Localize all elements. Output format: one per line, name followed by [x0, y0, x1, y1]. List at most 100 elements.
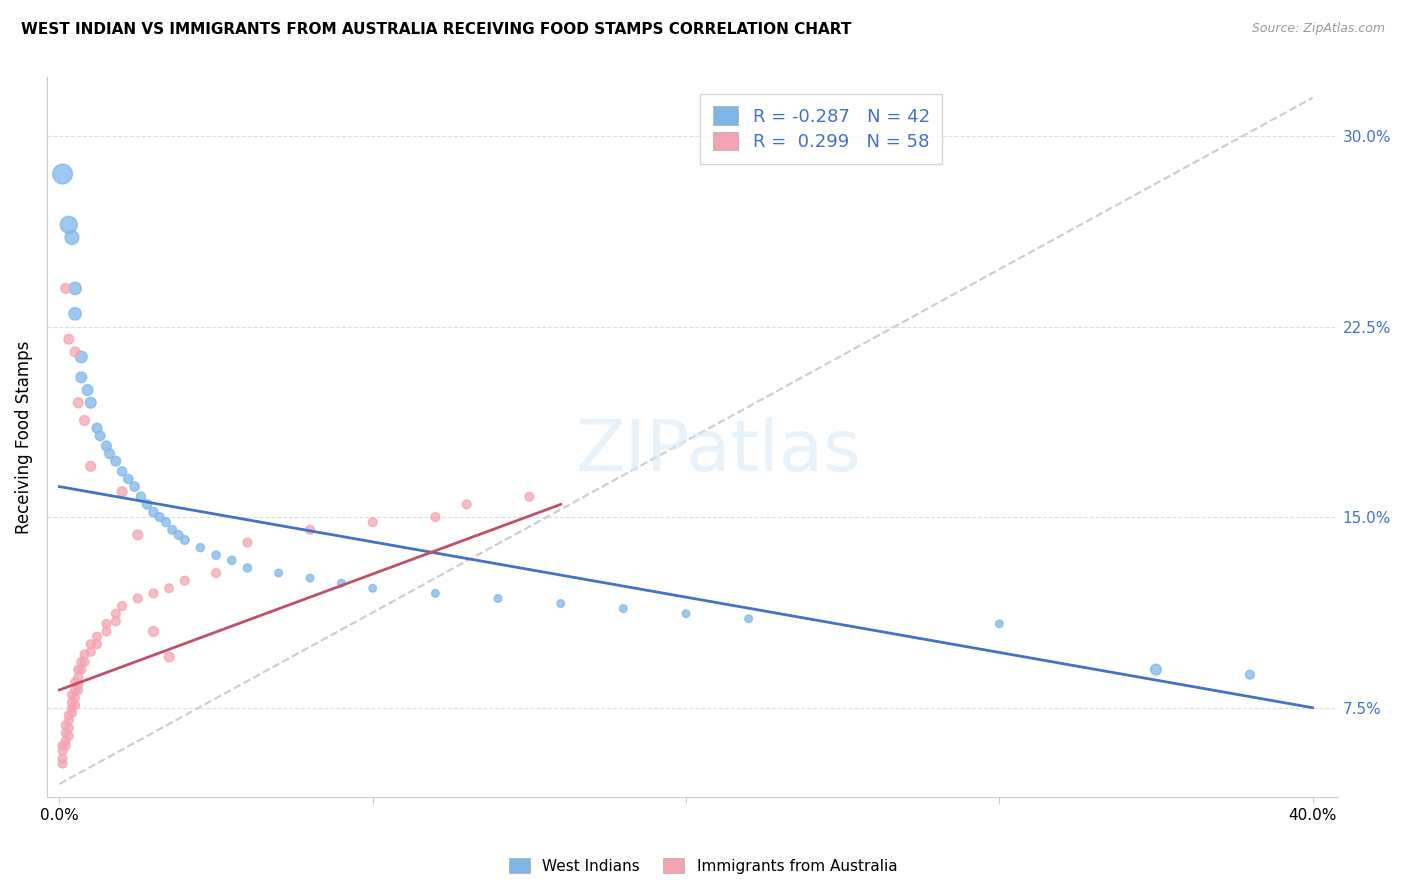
Point — [58, 708, 80, 723]
Point — [60, 706, 83, 720]
Point — [127, 528, 149, 542]
Point — [205, 566, 228, 580]
Point — [104, 607, 127, 621]
Point — [111, 464, 134, 478]
Point — [486, 591, 509, 606]
Point — [63, 690, 86, 705]
Point — [988, 616, 1011, 631]
Point — [98, 446, 121, 460]
Point — [58, 332, 80, 346]
Point — [96, 439, 118, 453]
Point — [221, 553, 243, 567]
Point — [60, 230, 83, 244]
Point — [55, 718, 77, 732]
Point — [80, 459, 103, 474]
Point — [675, 607, 697, 621]
Point — [51, 744, 73, 758]
Legend: R = -0.287   N = 42, R =  0.299   N = 58: R = -0.287 N = 42, R = 0.299 N = 58 — [700, 94, 942, 164]
Point — [67, 663, 90, 677]
Point — [157, 649, 180, 664]
Point — [117, 472, 139, 486]
Point — [330, 576, 353, 591]
Point — [80, 637, 103, 651]
Point — [236, 561, 259, 575]
Point — [70, 350, 93, 364]
Point — [55, 739, 77, 753]
Point — [190, 541, 212, 555]
Point — [60, 688, 83, 702]
Y-axis label: Receiving Food Stamps: Receiving Food Stamps — [15, 341, 32, 533]
Point — [63, 345, 86, 359]
Point — [89, 429, 111, 443]
Point — [361, 582, 384, 596]
Point — [51, 739, 73, 753]
Point — [76, 383, 98, 397]
Point — [142, 624, 165, 639]
Point — [142, 586, 165, 600]
Point — [63, 281, 86, 295]
Point — [73, 648, 96, 662]
Point — [86, 637, 108, 651]
Text: ZIPatlas: ZIPatlas — [575, 417, 860, 486]
Point — [63, 682, 86, 697]
Point — [299, 523, 322, 537]
Point — [96, 616, 118, 631]
Point — [70, 370, 93, 384]
Point — [55, 733, 77, 747]
Point — [67, 678, 90, 692]
Text: WEST INDIAN VS IMMIGRANTS FROM AUSTRALIA RECEIVING FOOD STAMPS CORRELATION CHART: WEST INDIAN VS IMMIGRANTS FROM AUSTRALIA… — [21, 22, 852, 37]
Point — [55, 726, 77, 740]
Point — [205, 548, 228, 562]
Point — [86, 421, 108, 435]
Point — [127, 591, 149, 606]
Point — [299, 571, 322, 585]
Point — [63, 307, 86, 321]
Point — [737, 612, 759, 626]
Point — [1144, 663, 1167, 677]
Point — [456, 497, 478, 511]
Point — [550, 597, 572, 611]
Point — [58, 721, 80, 735]
Point — [142, 505, 165, 519]
Point — [96, 624, 118, 639]
Point — [58, 714, 80, 728]
Point — [58, 729, 80, 743]
Point — [612, 601, 634, 615]
Text: Source: ZipAtlas.com: Source: ZipAtlas.com — [1251, 22, 1385, 36]
Point — [86, 630, 108, 644]
Point — [267, 566, 290, 580]
Point — [73, 413, 96, 427]
Point — [157, 582, 180, 596]
Point — [425, 586, 447, 600]
Point — [517, 490, 540, 504]
Point — [124, 480, 146, 494]
Point — [104, 454, 127, 468]
Point — [111, 599, 134, 613]
Point — [51, 756, 73, 771]
Point — [104, 615, 127, 629]
Point — [1239, 667, 1261, 681]
Point — [70, 655, 93, 669]
Point — [80, 645, 103, 659]
Legend: West Indians, Immigrants from Australia: West Indians, Immigrants from Australia — [502, 852, 904, 880]
Point — [63, 675, 86, 690]
Point — [236, 535, 259, 549]
Point — [129, 490, 152, 504]
Point — [173, 533, 195, 547]
Point — [63, 698, 86, 713]
Point — [51, 751, 73, 765]
Point — [425, 510, 447, 524]
Point — [67, 396, 90, 410]
Point — [167, 528, 190, 542]
Point — [55, 281, 77, 295]
Point — [173, 574, 195, 588]
Point — [155, 515, 177, 529]
Point — [111, 484, 134, 499]
Point — [51, 167, 73, 181]
Point — [136, 497, 159, 511]
Point — [149, 510, 172, 524]
Point — [70, 663, 93, 677]
Point — [67, 682, 90, 697]
Point — [60, 700, 83, 714]
Point — [60, 696, 83, 710]
